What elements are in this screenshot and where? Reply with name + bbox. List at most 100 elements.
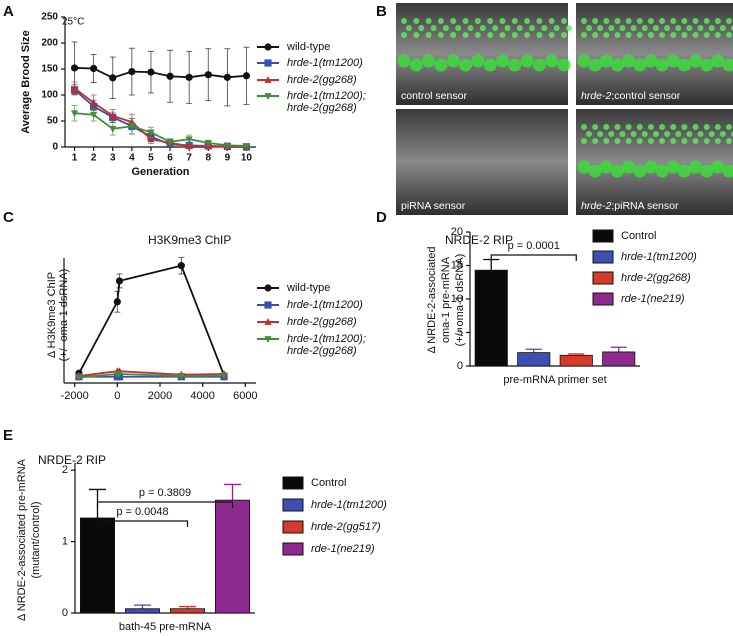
- nucleus: [726, 18, 732, 24]
- marker: [90, 98, 98, 106]
- nucleus: [603, 32, 610, 38]
- legend-label: Control: [621, 230, 656, 242]
- marker: [223, 142, 231, 150]
- marker: [70, 84, 79, 92]
- nucleus: [622, 160, 636, 174]
- nucleus: [471, 54, 485, 68]
- nucleus: [722, 58, 733, 72]
- nucleus: [659, 18, 666, 24]
- nucleus: [413, 32, 420, 38]
- series-line: [74, 87, 247, 148]
- nucleus: [670, 18, 677, 24]
- nucleus: [636, 18, 643, 24]
- nucleus: [719, 25, 726, 31]
- nucleus: [434, 58, 448, 72]
- legend-label: hrde-1(tm1200): [287, 57, 363, 69]
- x-tick-label: 6: [167, 153, 173, 164]
- nucleus: [437, 32, 444, 38]
- nucleus: [588, 58, 602, 72]
- nucleus: [418, 25, 425, 31]
- nucleus: [401, 32, 407, 38]
- image-label: control sensor: [401, 90, 467, 102]
- marker: [109, 125, 117, 133]
- nucleus: [455, 25, 462, 31]
- marker: [223, 73, 231, 81]
- nucleus: [516, 25, 523, 31]
- nucleus: [581, 124, 587, 130]
- nucleus: [670, 124, 677, 130]
- nucleus: [664, 25, 671, 31]
- legend-swatch: [282, 498, 304, 512]
- nucleus: [459, 58, 473, 72]
- legend-marker: [264, 76, 272, 83]
- legend-line-text: hrde-2(gg268): [287, 345, 357, 357]
- chart-title: NRDE-2 RIP: [445, 233, 513, 247]
- nucleus: [467, 25, 474, 31]
- nucleus: [703, 18, 710, 24]
- nucleus: [599, 54, 613, 68]
- marker: [128, 68, 136, 76]
- y-tick-label: 100: [41, 90, 58, 101]
- legend-label: wild-type: [286, 41, 330, 53]
- nucleus: [670, 138, 677, 144]
- nucleus: [541, 25, 548, 31]
- bar: [517, 352, 551, 367]
- nucleus: [561, 18, 567, 24]
- nucleus: [409, 58, 423, 72]
- nucleus: [592, 124, 599, 130]
- nucleus: [450, 18, 457, 24]
- nucleus: [487, 32, 494, 38]
- series-line: [74, 67, 247, 79]
- nucleus: [625, 138, 632, 144]
- nucleus: [586, 131, 592, 137]
- x-tick-label: 6000: [233, 390, 257, 402]
- x-axis-label: Generation: [131, 166, 189, 178]
- nucleus: [619, 25, 626, 31]
- legend-label: hrde-2(gg268): [287, 74, 357, 86]
- y-tick-label: 1: [62, 535, 68, 547]
- nucleus: [450, 32, 457, 38]
- panel-letter: C: [3, 209, 14, 226]
- nucleus: [397, 54, 411, 68]
- nucleus: [686, 25, 693, 31]
- marker: [90, 111, 98, 119]
- marker: [242, 143, 251, 150]
- nucleus: [495, 54, 509, 68]
- series-line: [74, 112, 247, 147]
- y-tick-label: 0: [62, 607, 68, 619]
- marker: [70, 110, 79, 118]
- nucleus: [614, 138, 621, 144]
- nucleus: [592, 138, 599, 144]
- nucleus: [474, 18, 481, 24]
- nucleus: [619, 131, 626, 137]
- nucleus: [689, 160, 703, 174]
- nucleus: [586, 25, 592, 31]
- y-tick-label: 250: [41, 12, 58, 23]
- x-tick-label: 10: [241, 153, 253, 164]
- nucleus: [603, 18, 610, 24]
- x-tick-label: 4: [129, 153, 135, 164]
- nucleus: [703, 32, 710, 38]
- panel-letter: E: [3, 427, 13, 444]
- nucleus: [692, 18, 699, 24]
- nucleus: [641, 25, 648, 31]
- nucleus: [659, 32, 666, 38]
- nucleus: [553, 25, 560, 31]
- x-tick-label: 3: [110, 153, 116, 164]
- y-tick-label: 20: [451, 226, 463, 238]
- legend-label: hrde-1(tm1200): [311, 499, 387, 511]
- y-axis-label: oma-1 pre-mRNA: [440, 256, 452, 343]
- legend-swatch: [282, 476, 304, 490]
- nucleus: [666, 54, 680, 68]
- marker: [204, 71, 212, 79]
- legend-swatch: [282, 542, 304, 556]
- x-axis-label: bath-45 pre-mRNA: [119, 621, 212, 633]
- nucleus: [644, 160, 658, 174]
- nucleus: [677, 164, 691, 178]
- nucleus: [548, 18, 555, 24]
- legend-label: hrde-2(gg517): [311, 521, 381, 533]
- p-value: p = 0.3809: [139, 487, 191, 499]
- legend-line-text: hrde-1(tm1200);: [287, 90, 366, 102]
- marker: [220, 372, 228, 380]
